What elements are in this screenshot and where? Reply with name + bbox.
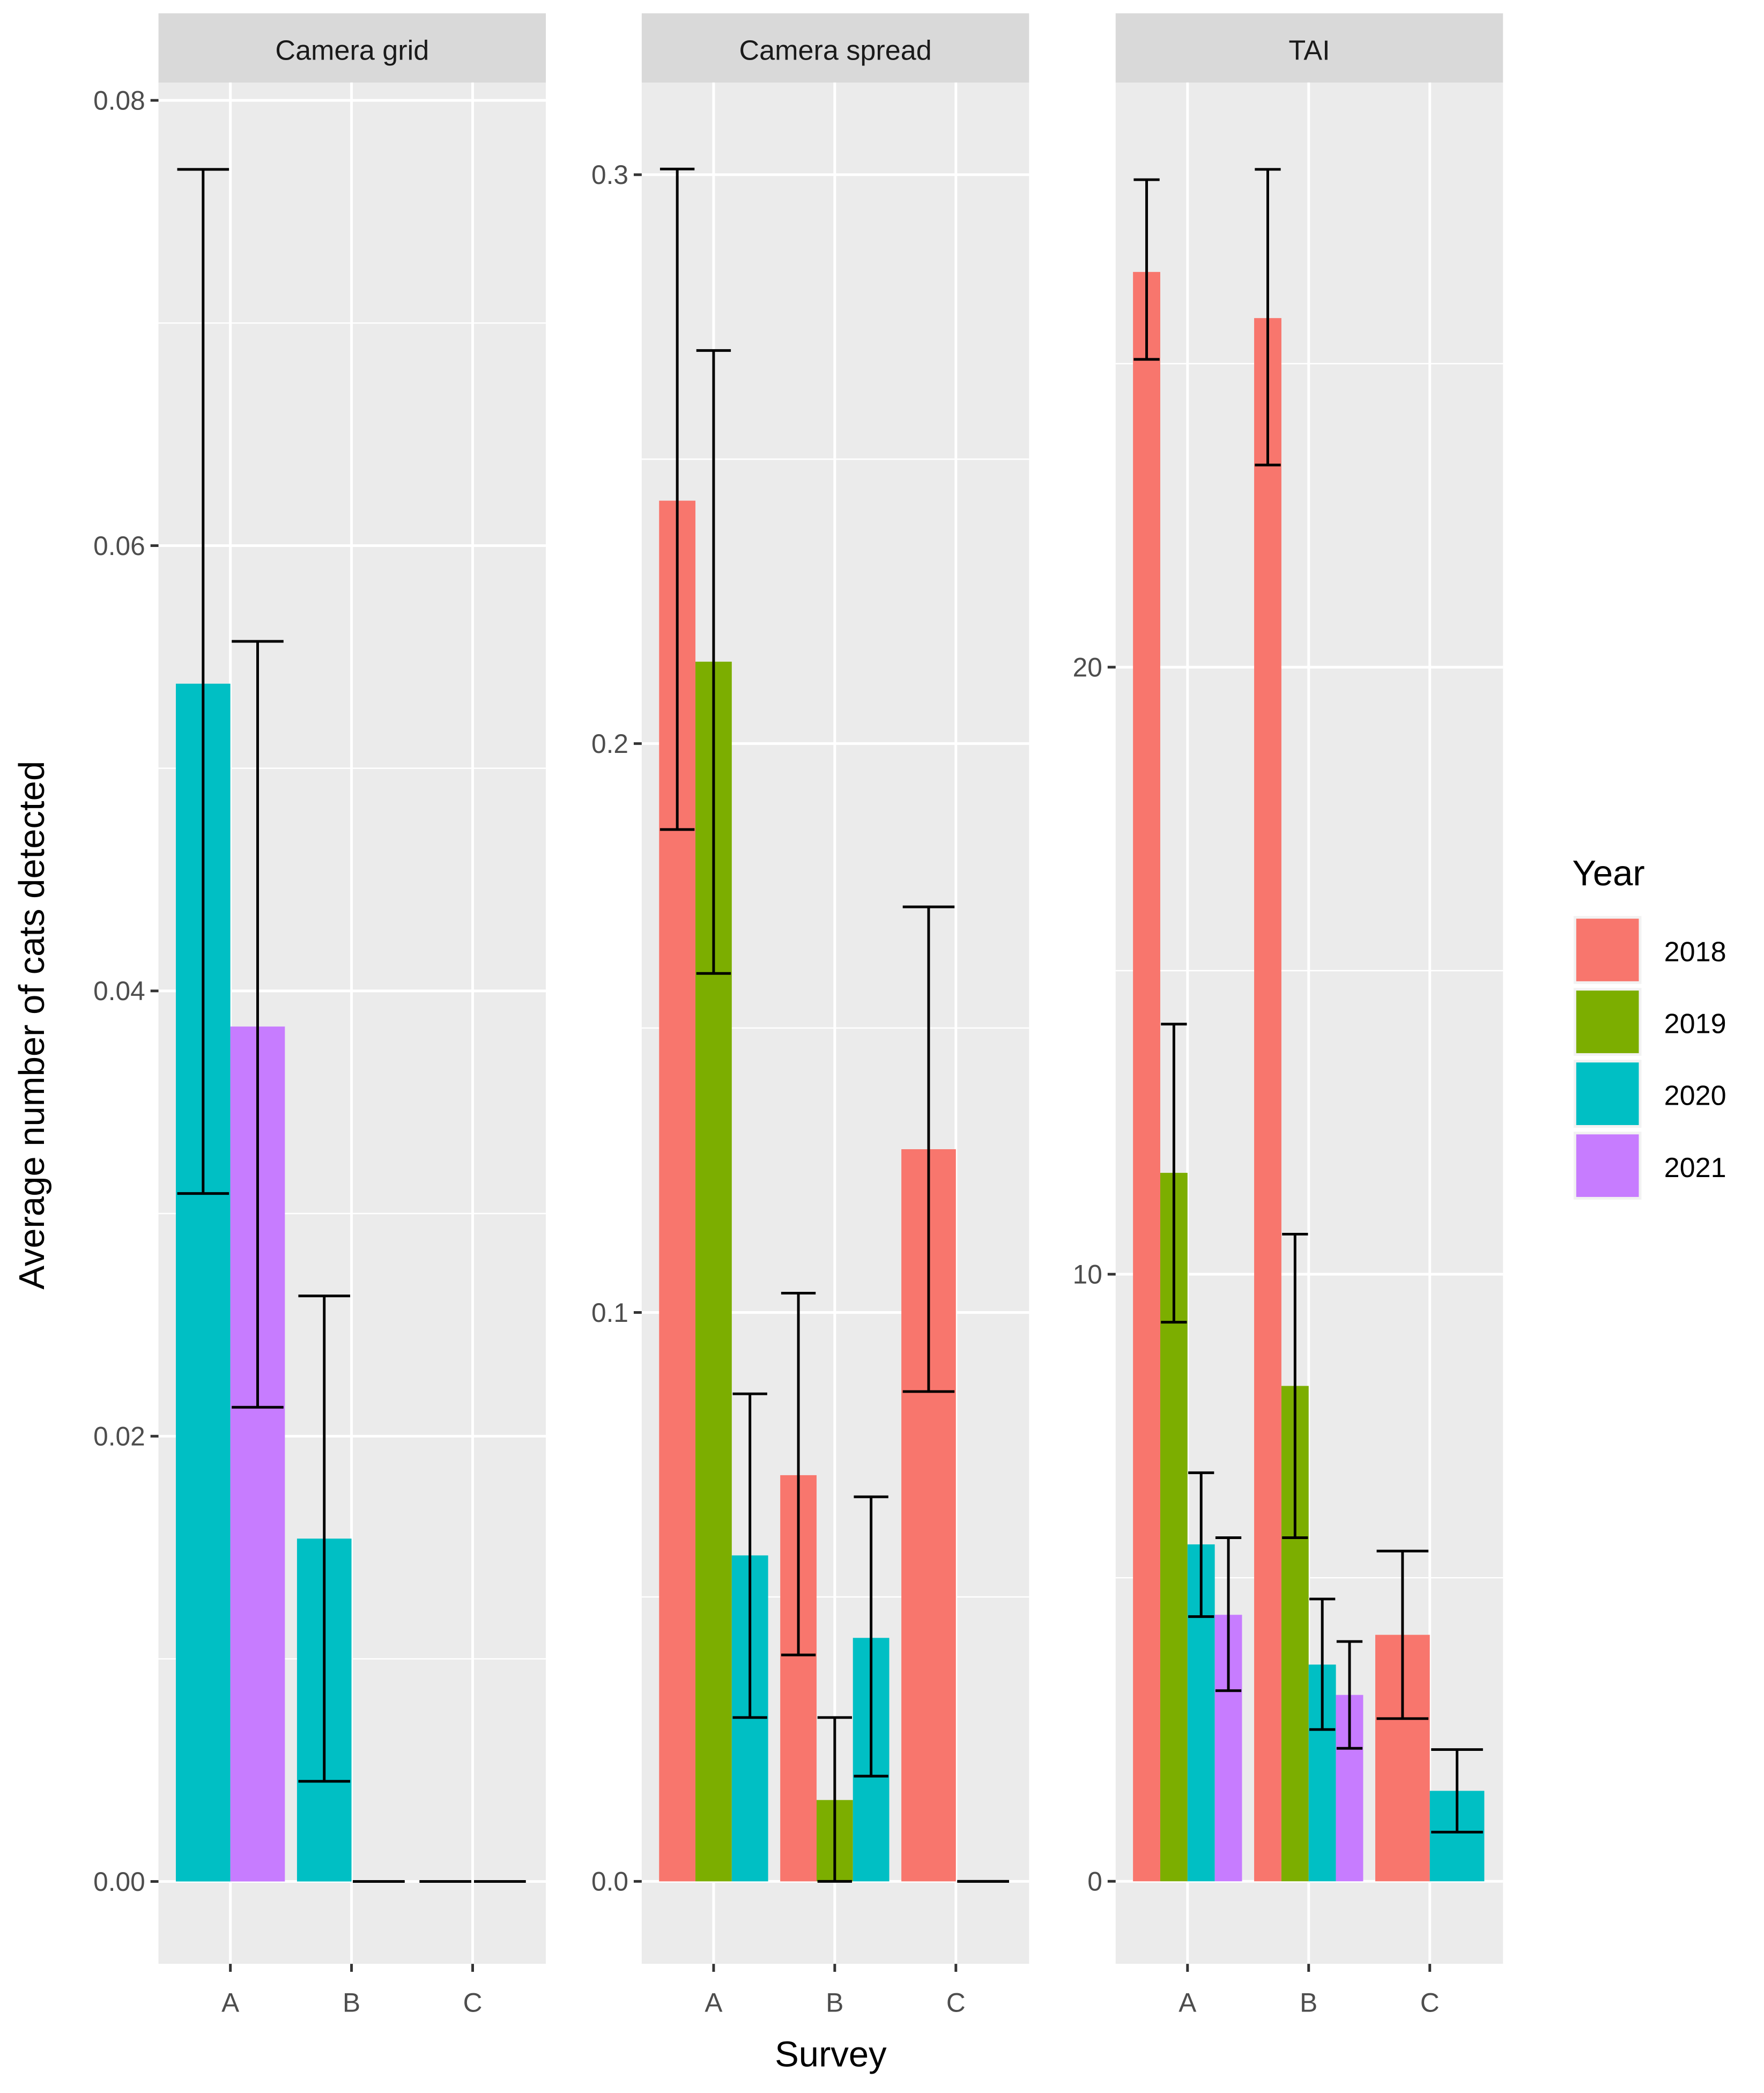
panel-camera-grid: Camera grid 0.00 0.02 0.04 0.06 0.08 A B C (93, 13, 546, 2018)
strip-title: TAI (1288, 35, 1330, 66)
strip (641, 13, 1029, 83)
legend-title: Year (1572, 853, 1644, 893)
strip (158, 13, 546, 83)
legend-swatch-2019 (1576, 990, 1639, 1053)
x-tick-label: B (343, 1988, 360, 2018)
y-tick-label: 0.0 (591, 1867, 628, 1897)
error-bar-A-2019 (1161, 1023, 1187, 1324)
x-tick-label: C (1420, 1988, 1440, 2018)
error-bar-B-2020 (854, 1495, 888, 1778)
strip (1115, 13, 1503, 83)
y-tick-label: 10 (1073, 1260, 1102, 1290)
bar-A-2018 (1133, 272, 1160, 1882)
error-bar-B-2020 (1309, 1598, 1336, 1731)
y-tick-label: 0.06 (93, 531, 145, 561)
error-bar-A-2020 (1188, 1471, 1214, 1618)
y-tick-label: 0.00 (93, 1867, 145, 1897)
x-tick-label: A (221, 1988, 240, 2018)
x-tick-label: A (705, 1988, 723, 2018)
bar-B-2018 (1254, 318, 1281, 1882)
legend-label-2018: 2018 (1664, 937, 1726, 968)
y-tick-label: 0.08 (93, 86, 145, 116)
x-tick-label: C (946, 1988, 966, 2018)
error-bar-A-2021 (232, 640, 284, 1409)
error-bar-B-2019 (817, 1716, 853, 1883)
legend-swatch-2021 (1576, 1134, 1639, 1197)
error-bar-B-2019 (1282, 1232, 1308, 1539)
y-tick-label: 0.2 (591, 729, 628, 759)
strip-title: Camera grid (275, 35, 429, 66)
x-tick-label: B (1300, 1988, 1317, 2018)
error-bar-B-2018 (1255, 168, 1281, 467)
y-tick-label: 20 (1073, 652, 1102, 682)
legend-label-2020: 2020 (1664, 1081, 1726, 1112)
legend-label-2021: 2021 (1664, 1152, 1726, 1184)
x-tick-label: B (826, 1988, 843, 2018)
error-bar-A-2018 (1133, 178, 1160, 361)
y-tick-label: 0.04 (93, 976, 145, 1006)
panel-camera-spread: Camera spread 0.0 0.1 0.2 0.3 A B C (591, 13, 1029, 2018)
y-axis-title: Average number of cats detected (12, 761, 52, 1290)
error-bar-C-2020 (1431, 1748, 1483, 1833)
legend-label-2019: 2019 (1664, 1009, 1726, 1040)
error-bar-A-2021 (1215, 1536, 1242, 1692)
error-bar-B-2020 (298, 1295, 351, 1783)
strip-title: Camera spread (739, 35, 931, 66)
error-bar-B-2018 (781, 1291, 816, 1656)
error-bar-A-2020 (732, 1392, 767, 1719)
x-tick-label: A (1179, 1988, 1197, 2018)
x-tick-label: C (463, 1988, 483, 2018)
y-tick-label: 0 (1087, 1867, 1102, 1897)
error-bar-A-2018 (659, 167, 695, 831)
error-bar-A-2019 (696, 349, 731, 975)
legend: Year 2018 2019 2020 2021 (1572, 853, 1726, 1200)
y-tick-label: 0.1 (591, 1298, 628, 1328)
legend-swatch-2020 (1576, 1062, 1639, 1125)
error-bar-A-2020 (177, 168, 229, 1195)
y-tick-label: 0.3 (591, 160, 628, 190)
panel-tai: TAI 0 10 20 A B C (1073, 13, 1503, 2018)
error-bar-B-2021 (1336, 1640, 1363, 1750)
error-bar-C-2018 (1376, 1549, 1429, 1720)
x-axis-title: Survey (775, 2034, 887, 2074)
legend-swatch-2018 (1576, 919, 1639, 981)
y-tick-label: 0.02 (93, 1422, 145, 1452)
error-bar-C-2018 (902, 905, 955, 1393)
